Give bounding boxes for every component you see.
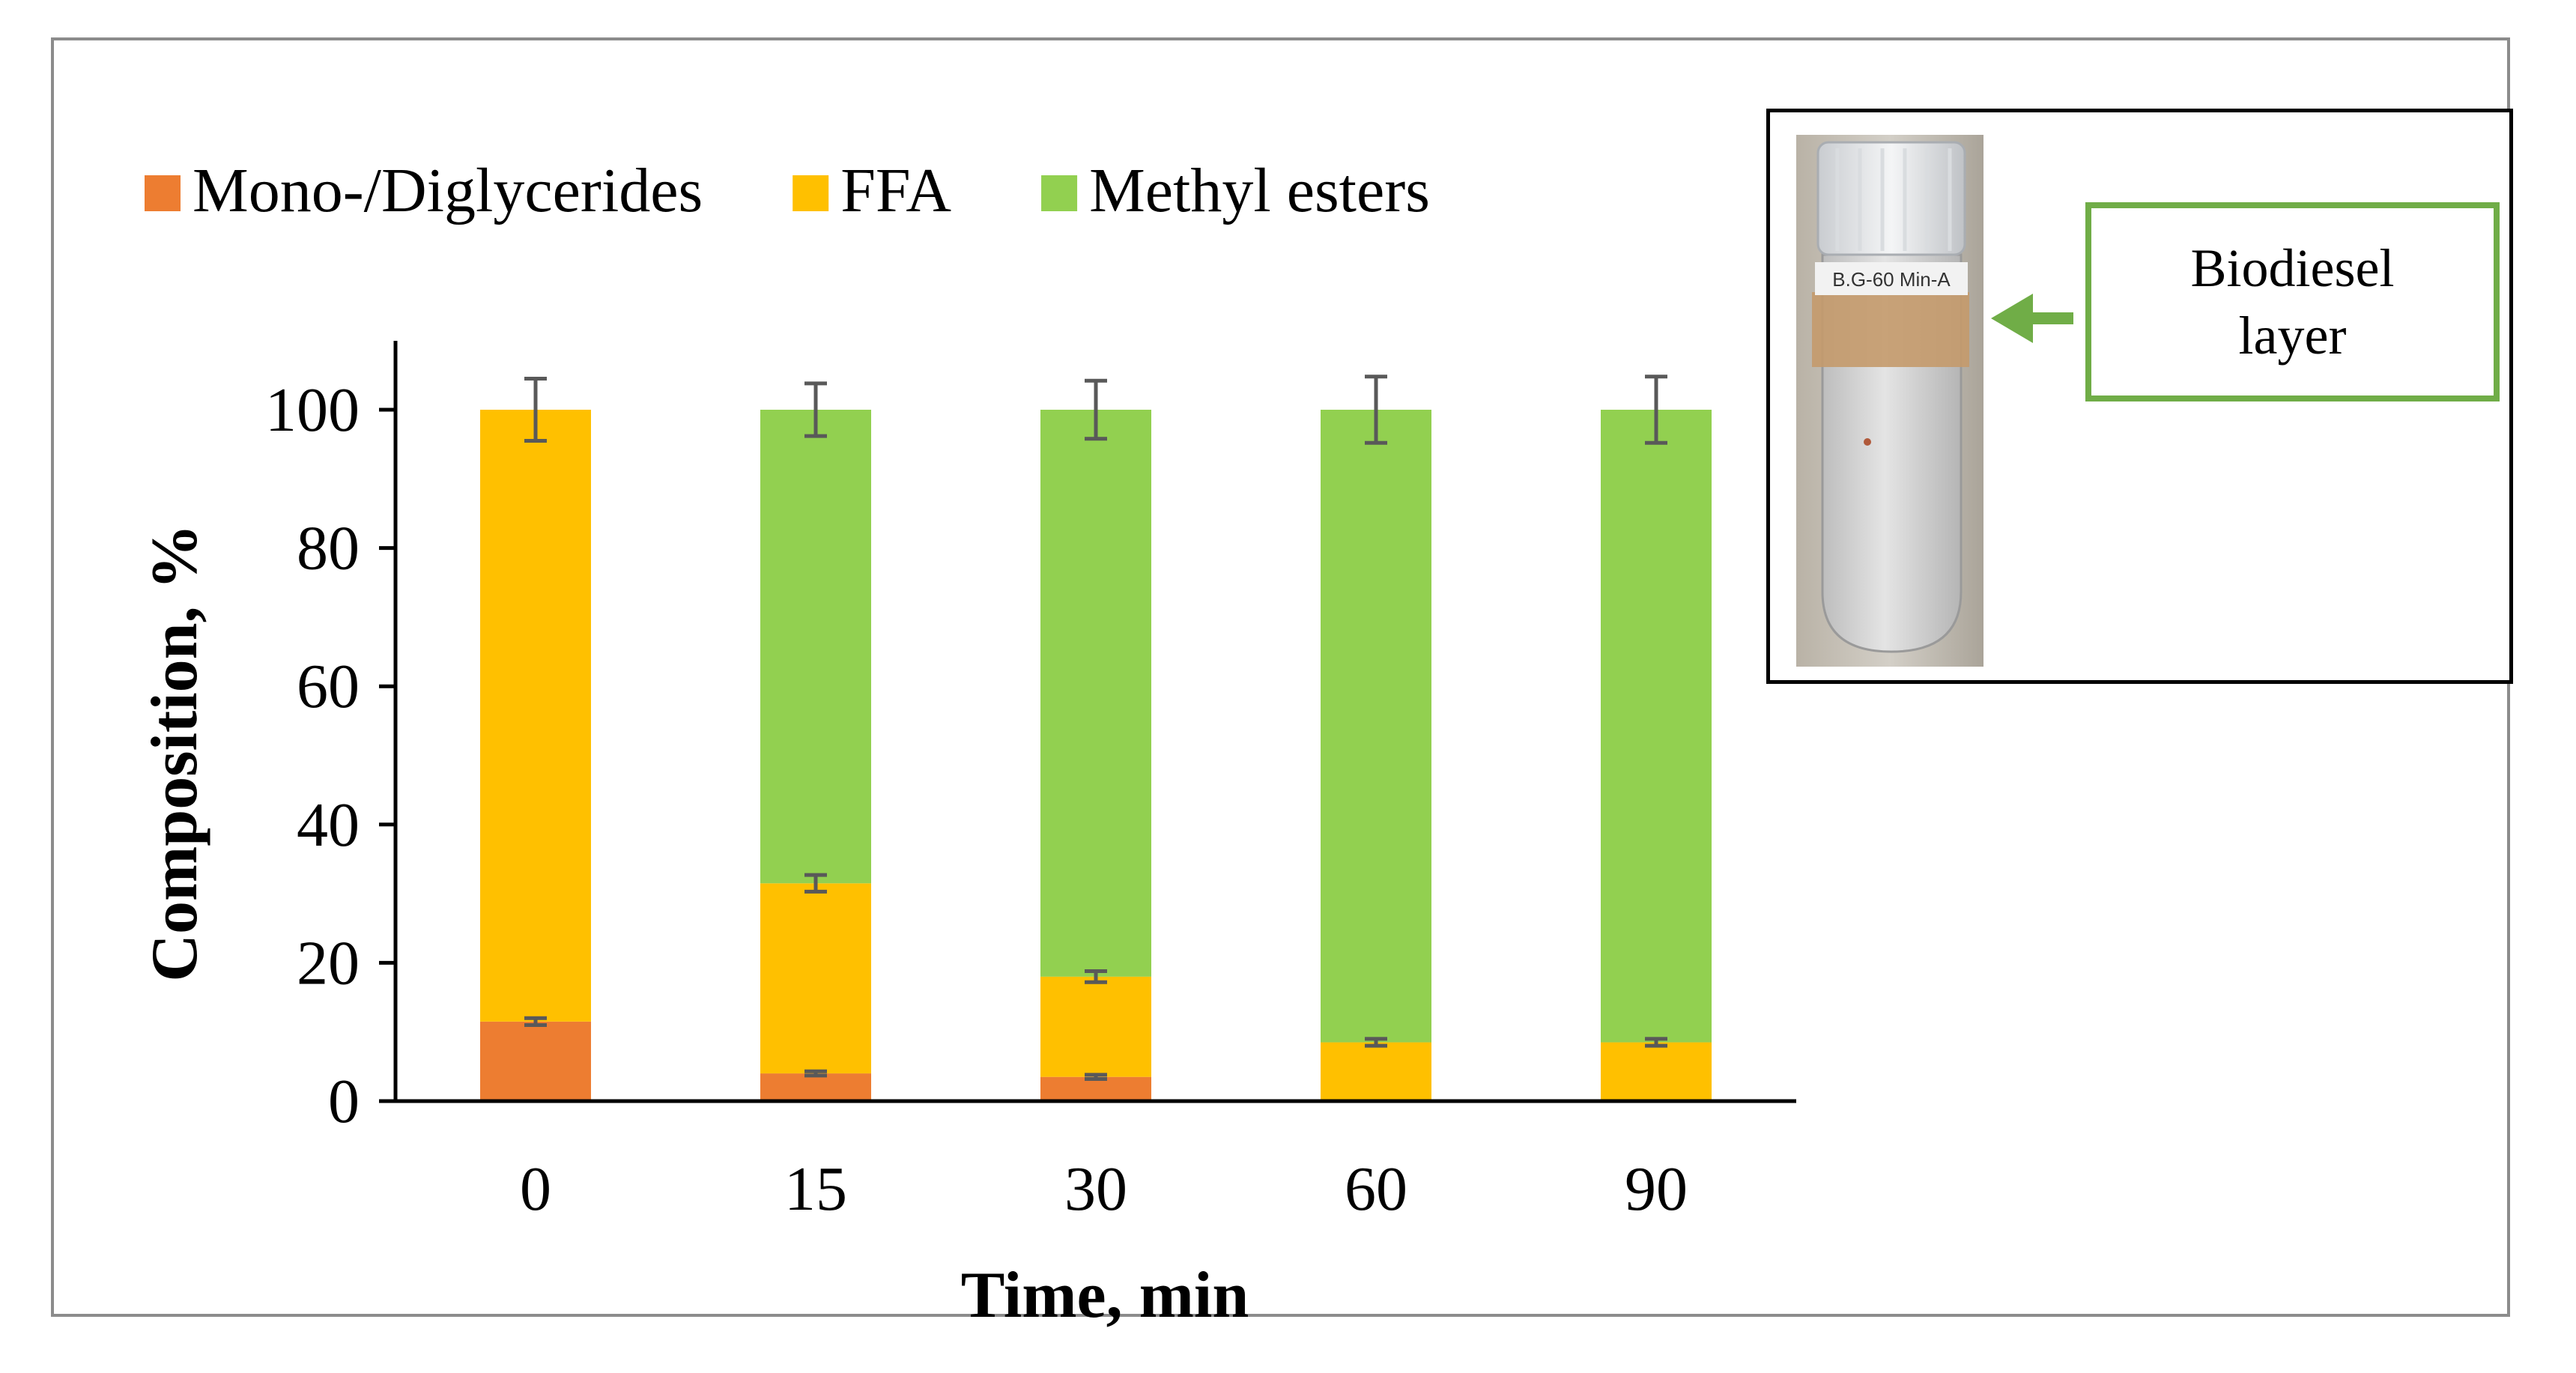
- x-tick-label-0: 0: [520, 1154, 551, 1224]
- legend-swatch-ffa: [793, 175, 829, 211]
- x-tick-label-30: 30: [1064, 1154, 1127, 1224]
- x-tick-label-60: 60: [1345, 1154, 1407, 1224]
- bar-ffa-60: [1321, 1042, 1431, 1101]
- bar-mono-diglycerides-15: [760, 1073, 871, 1101]
- error-bar-ffa-30: [1085, 969, 1107, 984]
- bar-ffa-30: [1040, 976, 1151, 1077]
- error-bar-methyl-esters-30: [1085, 378, 1107, 441]
- error-bars: [524, 375, 1667, 1081]
- legend-swatch-mono-diglycerides: [145, 175, 181, 211]
- callout-text-line2: layer: [2238, 306, 2347, 366]
- x-axis-label: Time, min: [961, 1259, 1249, 1332]
- callout-text-line1: Biodiesel: [2190, 238, 2395, 298]
- bar-ffa-90: [1601, 1042, 1712, 1101]
- vial-photo: B.G-60 Min-A: [1796, 135, 1983, 667]
- error-bar-methyl-esters-0: [524, 376, 547, 443]
- error-bar-methyl-esters-60: [1365, 375, 1387, 445]
- error-bar-ffa-60: [1365, 1037, 1387, 1048]
- legend-label-ffa: FFA: [840, 156, 951, 225]
- biodiesel-layer-callout: Biodiesel layer: [2085, 202, 2500, 401]
- x-tick-labels: 0 15 30 60 90: [520, 1154, 1688, 1224]
- y-tick-labels: 0 20 40 60 80 100: [265, 375, 360, 1136]
- y-tick-label-60: 60: [297, 652, 360, 721]
- error-bar-mono-diglycerides-30: [1085, 1073, 1107, 1081]
- bar-methyl-esters-15: [760, 410, 871, 884]
- bars: [480, 410, 1712, 1101]
- legend-label-mono-diglycerides: Mono-/Diglycerides: [193, 156, 703, 225]
- y-tick-label-40: 40: [297, 790, 360, 860]
- error-bar-mono-diglycerides-15: [804, 1069, 827, 1078]
- bar-methyl-esters-30: [1040, 410, 1151, 977]
- x-tick-label-90: 90: [1625, 1154, 1688, 1224]
- bar-mono-diglycerides-30: [1040, 1076, 1151, 1101]
- bar-ffa-0: [480, 410, 591, 1022]
- bar-methyl-esters-60: [1321, 410, 1431, 1043]
- legend: Mono-/Diglycerides FFA Methyl esters: [145, 156, 1430, 225]
- y-tick-label-20: 20: [297, 928, 360, 998]
- axes: [379, 341, 1796, 1103]
- y-tick-label-80: 80: [297, 514, 360, 584]
- bar-methyl-esters-90: [1601, 410, 1712, 1043]
- legend-swatch-methyl-esters: [1041, 175, 1078, 211]
- error-bar-methyl-esters-15: [804, 381, 827, 438]
- error-bar-ffa-90: [1645, 1037, 1667, 1048]
- vial-label: B.G-60 Min-A: [1832, 268, 1951, 291]
- x-tick-label-15: 15: [784, 1154, 847, 1224]
- legend-label-methyl-esters: Methyl esters: [1089, 156, 1430, 225]
- error-bar-mono-diglycerides-0: [524, 1016, 547, 1027]
- y-axis-label: Composition, %: [139, 524, 211, 981]
- y-tick-label-0: 0: [328, 1067, 360, 1136]
- bar-mono-diglycerides-0: [480, 1021, 591, 1101]
- error-bar-methyl-esters-90: [1645, 375, 1667, 445]
- bar-ffa-15: [760, 883, 871, 1074]
- y-tick-label-100: 100: [265, 375, 360, 445]
- error-bar-ffa-15: [804, 873, 827, 894]
